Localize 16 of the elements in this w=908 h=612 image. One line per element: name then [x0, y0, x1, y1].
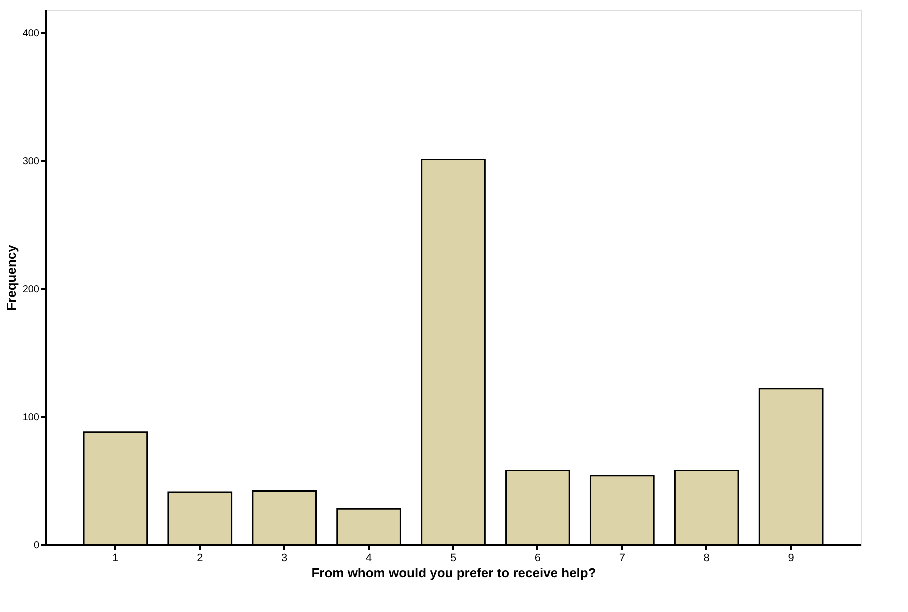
- y-axis-title: Frequency: [4, 244, 19, 311]
- x-tick-label: 8: [704, 552, 710, 564]
- y-tick-label: 200: [22, 284, 40, 296]
- x-tick-label: 9: [788, 552, 794, 564]
- x-tick-label: 2: [197, 552, 204, 564]
- x-tick-label: 7: [619, 552, 626, 564]
- x-axis-title: From whom would you prefer to receive help?: [312, 566, 596, 580]
- x-tick-label: 3: [282, 552, 288, 564]
- x-tick-label: 6: [534, 552, 542, 564]
- x-tick-label: 1: [112, 552, 119, 564]
- y-tick-label: 100: [22, 412, 40, 424]
- y-tick-label: 300: [22, 156, 40, 168]
- x-tick-label: 5: [450, 552, 457, 564]
- y-tick-label: 400: [22, 28, 40, 40]
- y-tick-label: 0: [34, 540, 40, 552]
- x-tick-label: 4: [366, 552, 372, 564]
